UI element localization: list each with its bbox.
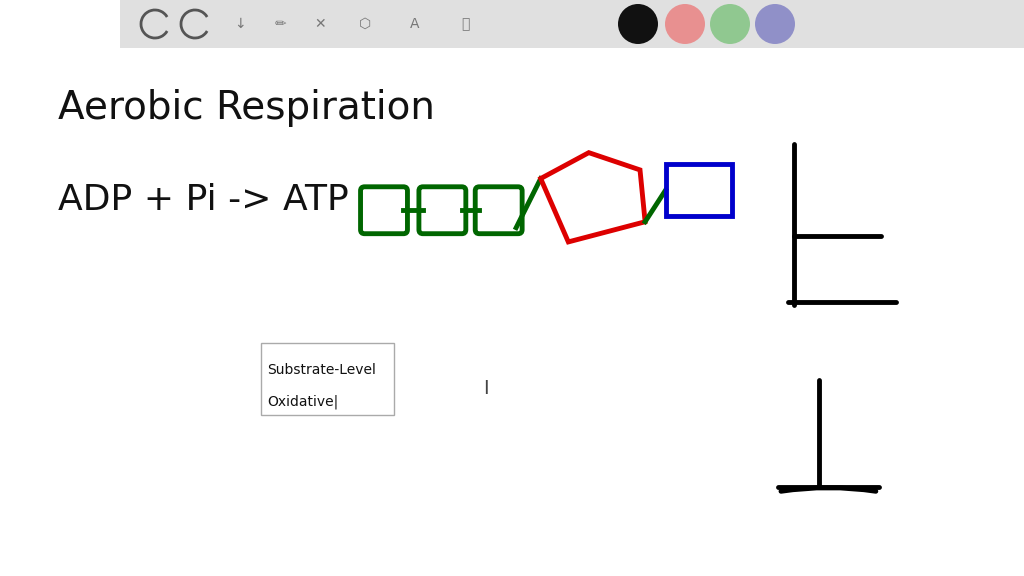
- Bar: [120, 0, 1024, 48]
- Text: Aerobic Respiration: Aerobic Respiration: [58, 89, 435, 127]
- Text: ⬡: ⬡: [359, 17, 371, 31]
- Text: A: A: [411, 17, 420, 31]
- Bar: [666, 164, 732, 216]
- Text: ✏: ✏: [274, 17, 286, 31]
- Text: ↓: ↓: [234, 17, 246, 31]
- Text: ADP + Pi -> ATP: ADP + Pi -> ATP: [58, 183, 349, 217]
- Circle shape: [755, 4, 795, 44]
- Text: Substrate-Level: Substrate-Level: [267, 363, 376, 377]
- Text: Oxidative|: Oxidative|: [267, 395, 338, 409]
- Text: I: I: [483, 380, 489, 398]
- Circle shape: [710, 4, 750, 44]
- Bar: [261, 343, 394, 415]
- Text: ⬜: ⬜: [461, 17, 469, 31]
- Circle shape: [665, 4, 705, 44]
- Text: ✕: ✕: [314, 17, 326, 31]
- Circle shape: [618, 4, 658, 44]
